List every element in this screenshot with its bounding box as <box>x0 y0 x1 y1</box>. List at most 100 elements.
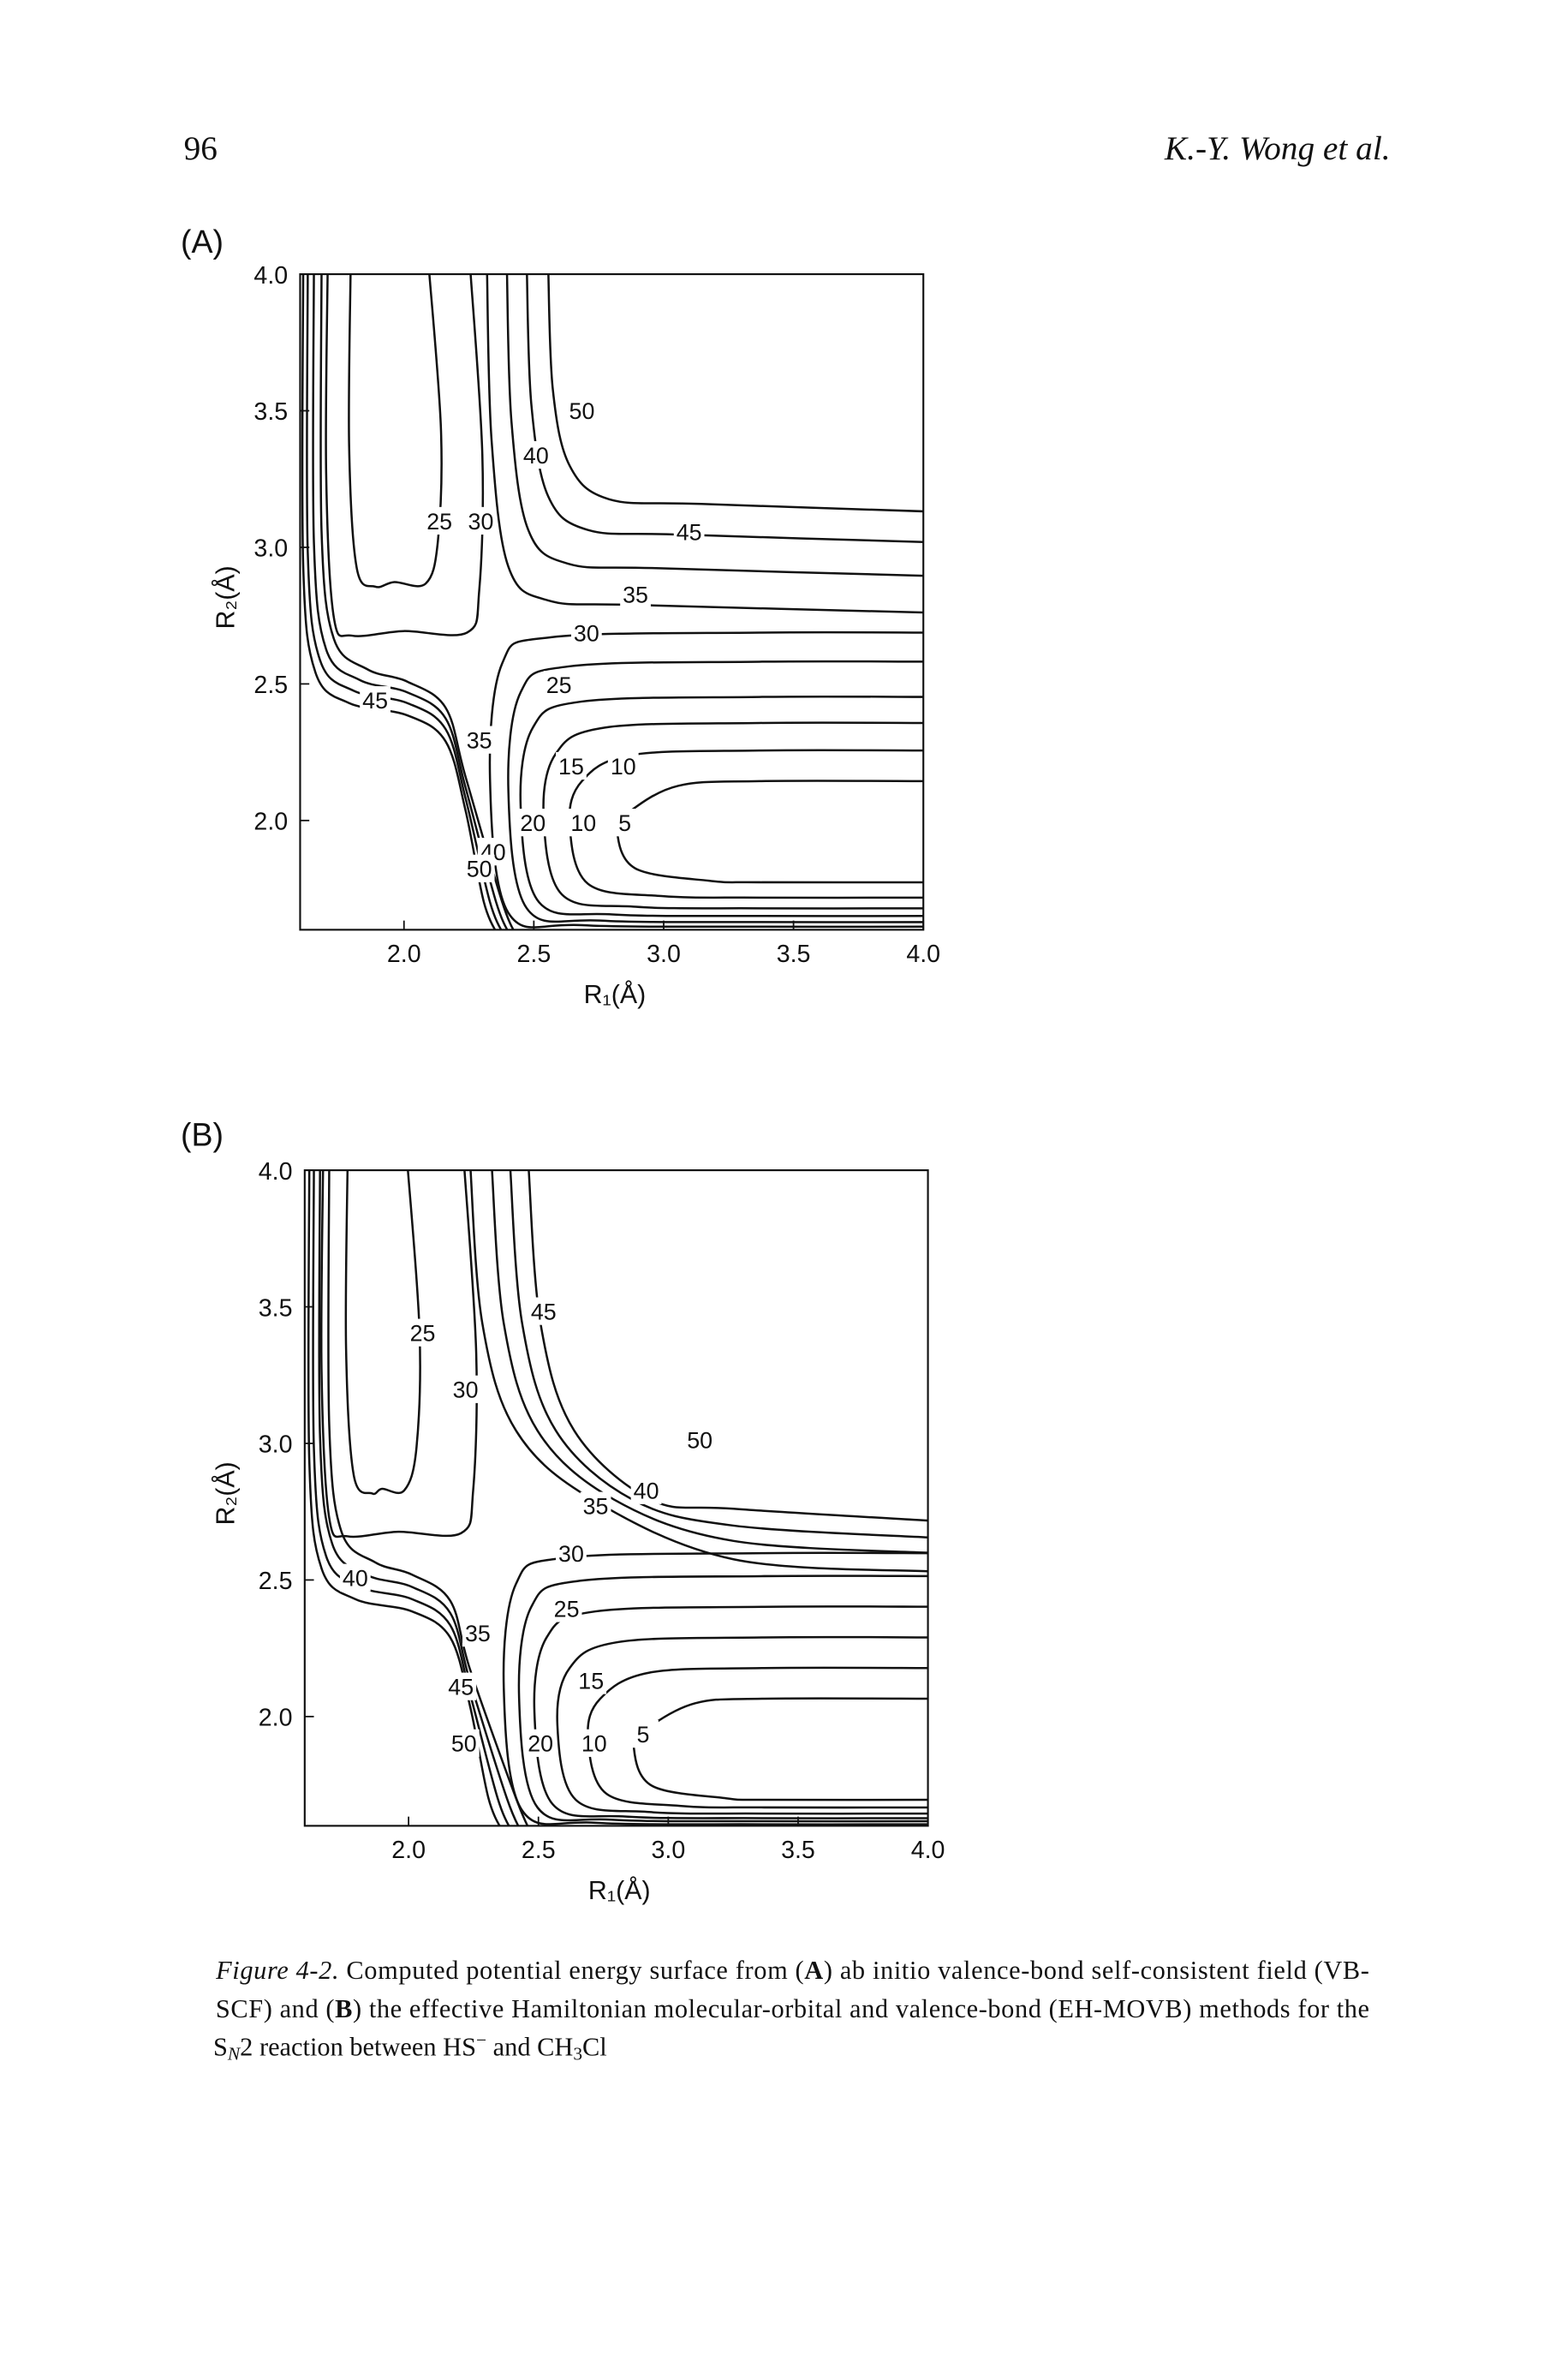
contour-label-bg <box>580 1491 611 1520</box>
contour-label: 35 <box>623 583 648 608</box>
contour-label-bg <box>570 618 602 647</box>
contour-label-bg <box>448 1729 480 1757</box>
contour-label-bg <box>517 809 549 837</box>
contour-label: 40 <box>634 1479 659 1504</box>
caption-label: Figure 4-2. <box>215 1956 338 1985</box>
contour-label: 45 <box>677 519 702 545</box>
y-tick-label: 2.5 <box>253 672 288 699</box>
caption-text: ) ab initio valence-bond self-consistent… <box>824 1956 1369 1985</box>
contour-label-bg <box>463 726 495 754</box>
y-axis-label: R₂(Å) <box>212 1461 241 1525</box>
contour-line <box>519 695 924 917</box>
x-tick-label: 3.0 <box>647 941 681 968</box>
contour-label-bg <box>568 809 599 837</box>
contour-label: 25 <box>554 1596 580 1622</box>
contour-line <box>319 1170 478 1539</box>
contour-line <box>318 1170 520 1826</box>
contour-label-bg <box>450 1375 481 1403</box>
x-tick-label: 4.0 <box>911 1837 945 1864</box>
contour-label: 35 <box>465 1621 491 1646</box>
contour-label-bg <box>360 686 391 714</box>
contour-line <box>533 1605 928 1819</box>
y-tick-label: 3.0 <box>253 535 288 563</box>
contour-label-bg <box>465 506 497 535</box>
plot-frame <box>299 272 925 931</box>
contour-line <box>509 1170 928 1539</box>
contour-line <box>327 1170 529 1826</box>
x-axis-label: R₁(Å) <box>588 1876 651 1905</box>
contour-plot: 45 25 30 50 40 35 40 30 25 35 15 45 50 20 10 5 2.0 2.5 3.0… <box>259 1158 945 1864</box>
caption-text: A <box>804 1956 823 1985</box>
x-tick-label: 3.0 <box>651 1837 685 1864</box>
caption-line: Figure 4-2. Computed potential energy su… <box>181 1956 1391 1985</box>
page-number: 96 <box>184 129 218 167</box>
contour-line <box>528 1170 928 1522</box>
x-tick-label: 4.0 <box>906 941 940 968</box>
contour-line <box>507 660 924 923</box>
contour-label: 30 <box>468 509 494 535</box>
running-head: K.-Y. Wong et al. <box>1164 129 1391 167</box>
contour-label-bg <box>630 1476 662 1504</box>
x-tick-label: 3.5 <box>777 941 811 968</box>
caption-text: Computed potential energy surface from ( <box>339 1956 803 1985</box>
caption-text: 2 reaction between HS <box>240 2033 476 2062</box>
contour-label: 45 <box>531 1299 557 1324</box>
panel-label: (B) <box>181 1116 224 1152</box>
contour-label: 40 <box>343 1566 368 1592</box>
y-tick-label: 2.5 <box>259 1568 293 1595</box>
contour-label-bg <box>462 1619 493 1647</box>
contour-label-bg <box>556 751 587 780</box>
contour-line <box>526 274 924 543</box>
contour-label: 15 <box>558 754 584 780</box>
y-tick-label: 4.0 <box>253 262 288 290</box>
contour-label: 5 <box>637 1722 650 1748</box>
y-axis-label: R₂(Å) <box>212 565 241 629</box>
contour-label-bg <box>607 751 639 780</box>
contour-label: 45 <box>448 1675 474 1700</box>
contour-label: 35 <box>467 727 492 753</box>
caption-text: ) the effective Hamiltonian molecular-or… <box>353 1994 1369 2023</box>
contour-label-bg <box>684 1425 716 1454</box>
contour-label: 25 <box>410 1320 436 1346</box>
caption-line: SN2 reaction between HS− and CH3Cl <box>181 2030 627 2064</box>
contour-line <box>488 630 924 929</box>
contour-label-bg <box>620 580 651 608</box>
y-tick-label: 4.0 <box>259 1158 293 1186</box>
contour-line <box>502 1551 928 1825</box>
x-tick-label: 2.5 <box>522 1837 556 1864</box>
caption-text: B <box>335 1994 352 2023</box>
contour-label: 35 <box>583 1494 609 1520</box>
x-tick-label: 3.5 <box>781 1837 815 1864</box>
contour-label-bg <box>628 1720 659 1748</box>
contour-label: 50 <box>467 857 492 882</box>
contour-lines <box>307 1170 928 1826</box>
panel-label: (A) <box>181 224 224 260</box>
contour-label-bg <box>339 1563 371 1592</box>
x-tick-label: 2.0 <box>387 941 421 968</box>
contour-label: 25 <box>546 672 572 698</box>
contour-label: 20 <box>520 810 546 836</box>
contour-label: 45 <box>362 688 388 714</box>
x-axis-label: R₁(Å) <box>584 980 647 1009</box>
contour-label-bg <box>673 517 705 546</box>
contour-label: 10 <box>611 754 636 780</box>
contour-label: 10 <box>581 1731 607 1757</box>
contour-label: 30 <box>574 620 599 646</box>
caption-superscript: − <box>476 2030 486 2051</box>
contour-label-bg <box>463 854 495 882</box>
contour-label-bg <box>543 671 575 699</box>
contour-label: 50 <box>569 398 595 424</box>
y-tick-label: 2.0 <box>253 809 288 836</box>
contour-label-bg <box>575 1666 607 1694</box>
contour-label-bg <box>520 440 551 469</box>
caption-text: Cl <box>582 2033 607 2062</box>
caption-subscript: 3 <box>573 2044 582 2064</box>
contour-label: 30 <box>453 1377 479 1403</box>
contour-label-bg <box>578 1729 610 1757</box>
plot-frame <box>303 1169 929 1827</box>
contour-label-bg <box>528 1297 559 1325</box>
contour-label-bg <box>551 1594 582 1622</box>
contour-line <box>547 274 924 513</box>
